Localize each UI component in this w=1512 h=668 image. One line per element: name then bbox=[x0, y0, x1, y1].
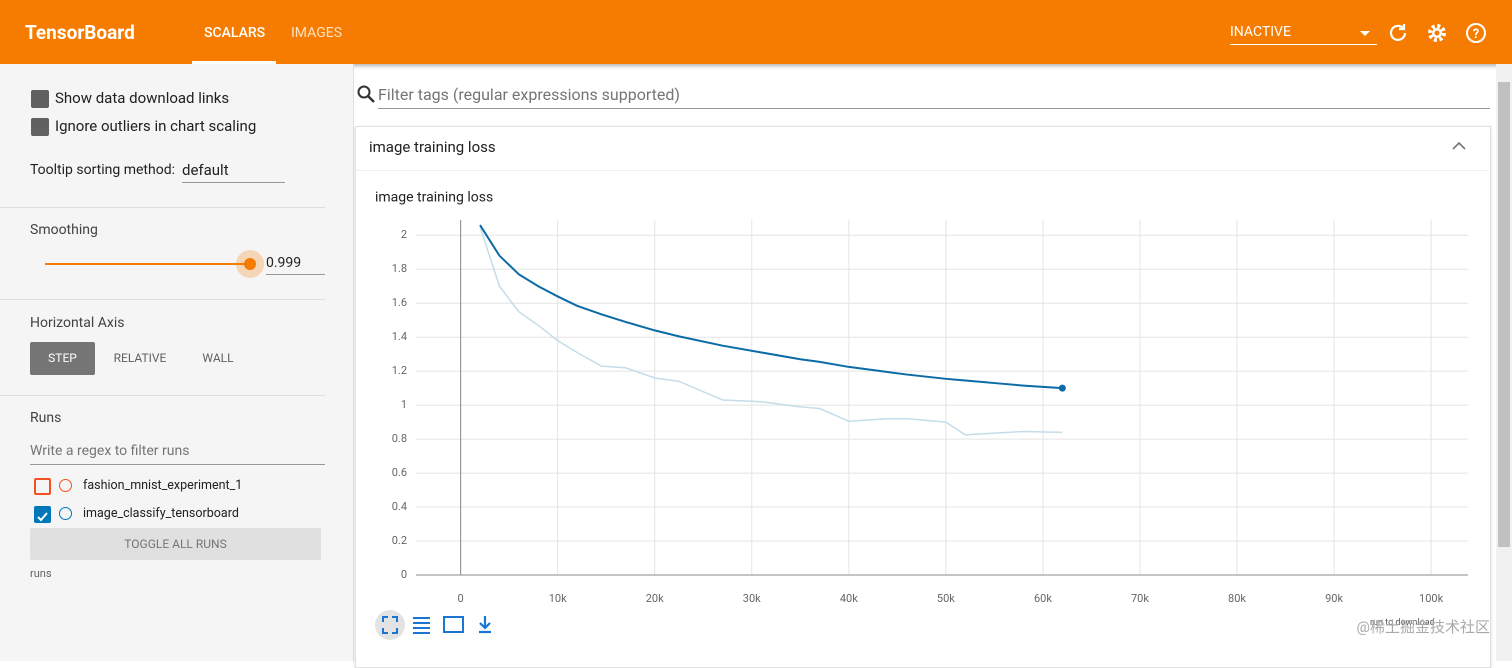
runs-filter[interactable]: Write a regex to filter runs bbox=[30, 443, 325, 465]
app-title: TensorBoard bbox=[25, 21, 135, 44]
y-tick-label: 1.2 bbox=[392, 364, 407, 377]
toggle-bg bbox=[30, 528, 321, 560]
select-underline bbox=[1230, 44, 1377, 45]
divider bbox=[0, 299, 325, 300]
watermark: @稀土掘金技术社区 bbox=[1357, 618, 1490, 636]
checkbox[interactable] bbox=[31, 90, 49, 108]
x-tick-label: 40k bbox=[840, 592, 858, 605]
x-tick-label: 80k bbox=[1228, 592, 1246, 605]
log-button[interactable] bbox=[413, 617, 430, 634]
hover-point bbox=[1058, 384, 1066, 392]
tab-indicator bbox=[192, 61, 276, 64]
settings[interactable] bbox=[1428, 24, 1446, 42]
run-name: fashion_mnist_experiment_1 bbox=[83, 478, 243, 493]
y-tick-label: 2 bbox=[401, 228, 407, 241]
header bbox=[0, 0, 1512, 64]
x-tick-label: 100k bbox=[1419, 592, 1444, 605]
divider bbox=[0, 395, 325, 396]
y-tick-label: 1.4 bbox=[392, 330, 407, 343]
toggle-button[interactable]: TOGGLE ALL RUNS bbox=[124, 537, 227, 551]
scroll-thumb[interactable] bbox=[1498, 82, 1510, 547]
axis-button[interactable]: STEP bbox=[48, 351, 77, 365]
y-tick-label: 1.6 bbox=[392, 296, 407, 309]
tooltip-label: Tooltip sorting method: bbox=[30, 162, 175, 178]
run-color bbox=[59, 507, 72, 520]
card-title: image training loss bbox=[369, 138, 496, 156]
option: Show data download links bbox=[55, 89, 230, 107]
y-tick-label: 1 bbox=[401, 398, 407, 411]
checkbox[interactable] bbox=[31, 118, 49, 136]
x-tick-label: 10k bbox=[549, 592, 567, 605]
x-tick-label: 30k bbox=[743, 592, 761, 605]
x-tick-label: 20k bbox=[646, 592, 664, 605]
chart-title: image training loss bbox=[375, 190, 493, 206]
x-tick-label: 0 bbox=[458, 592, 464, 605]
y-tick-label: 0 bbox=[401, 568, 407, 581]
chart: image training loss 0 0.2 0.4 0.6 0.8 1 1.2 1.4… bbox=[375, 190, 1490, 640]
x-tick-label: 60k bbox=[1034, 592, 1052, 605]
slider-track bbox=[45, 263, 250, 265]
run-color bbox=[59, 479, 72, 492]
help[interactable]: ? bbox=[1466, 23, 1486, 43]
smoothing-label: Smoothing bbox=[30, 222, 98, 238]
y-tick-label: 0.2 bbox=[392, 534, 407, 547]
y-tick-label: 1.8 bbox=[392, 262, 407, 275]
axis-button-bg bbox=[30, 342, 95, 375]
tab[interactable]: IMAGES bbox=[291, 25, 343, 41]
tooltip-select[interactable]: default bbox=[182, 161, 285, 183]
footer: runs bbox=[30, 567, 52, 580]
search-icon bbox=[357, 85, 375, 103]
run-checkbox[interactable] bbox=[34, 478, 51, 495]
run-name: image_classify_tensorboard bbox=[83, 506, 239, 521]
chart-tools bbox=[375, 610, 491, 640]
slider-thumb[interactable] bbox=[244, 258, 256, 270]
header-icons: ? bbox=[1360, 23, 1486, 43]
y-tick-label: 0.4 bbox=[392, 500, 407, 513]
fit-button[interactable] bbox=[375, 610, 405, 640]
tab[interactable]: SCALARS bbox=[204, 25, 266, 41]
option: Ignore outliers in chart scaling bbox=[55, 117, 257, 135]
series-line bbox=[479, 226, 1063, 436]
refresh[interactable] bbox=[1389, 24, 1407, 41]
series-line bbox=[479, 224, 1063, 390]
axis-label: Horizontal Axis bbox=[30, 315, 125, 331]
collapse[interactable] bbox=[1452, 141, 1466, 151]
x-tick-label: 70k bbox=[1131, 592, 1149, 605]
x-tick-label: 90k bbox=[1325, 592, 1343, 605]
axis-button[interactable]: RELATIVE bbox=[113, 351, 167, 365]
tag-filter[interactable]: Filter tags (regular expressions support… bbox=[378, 85, 1490, 109]
dropdown-arrow[interactable] bbox=[1360, 31, 1370, 36]
status-select[interactable]: INACTIVE bbox=[1230, 24, 1291, 40]
download-button[interactable] bbox=[479, 616, 491, 634]
zoom-button[interactable] bbox=[443, 616, 464, 633]
svg-text:?: ? bbox=[1473, 27, 1479, 42]
smoothing-input[interactable]: 0.999 bbox=[266, 255, 325, 275]
axis-button[interactable]: WALL bbox=[202, 351, 234, 365]
divider bbox=[0, 207, 325, 208]
download-hint: run to download bbox=[1370, 618, 1435, 628]
run-checkbox[interactable] bbox=[34, 506, 51, 523]
y-tick-label: 0.6 bbox=[392, 466, 407, 479]
y-tick-label: 0.8 bbox=[392, 432, 407, 445]
x-tick-label: 50k bbox=[937, 592, 955, 605]
check bbox=[37, 512, 48, 522]
runs-label: Runs bbox=[30, 410, 62, 426]
card-divider bbox=[356, 170, 1489, 171]
